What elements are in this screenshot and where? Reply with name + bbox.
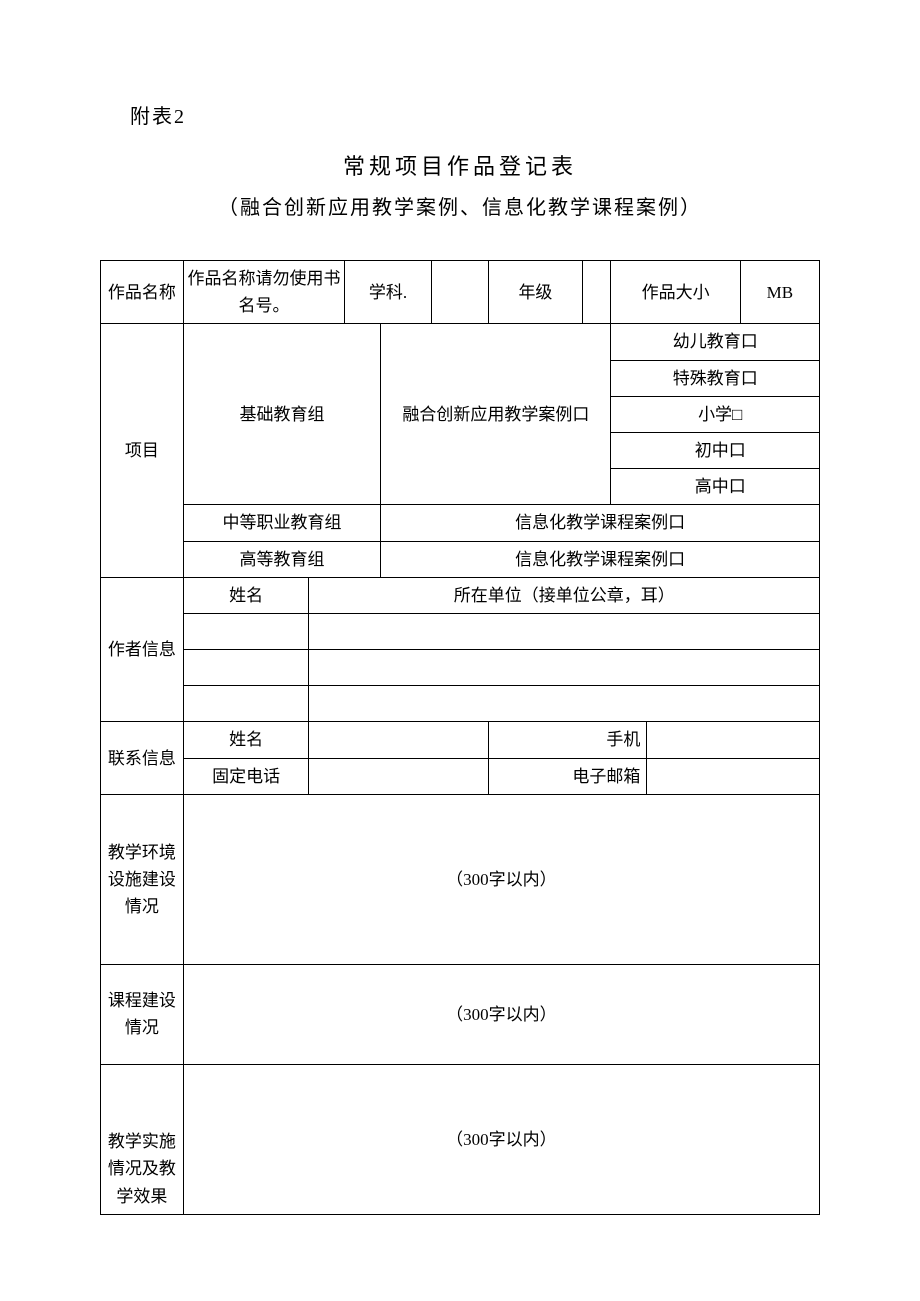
project-opt-primary[interactable]: 小学□ [611,396,820,432]
contact-phone-value[interactable] [309,758,489,794]
project-label: 项目 [101,324,184,577]
author-unit-value-1[interactable] [309,613,820,649]
project-group-basic: 基础教育组 [183,324,381,505]
work-size-unit: MB [740,261,819,324]
author-unit-label: 所在单位（接单位公章，耳） [309,577,820,613]
contact-info-label: 联系信息 [101,722,184,794]
work-name-label: 作品名称 [101,261,184,324]
teaching-env-label: 教学环境设施建设情况 [101,794,184,964]
contact-email-label: 电子邮箱 [489,758,647,794]
author-name-value-2[interactable] [183,650,309,686]
contact-name-label: 姓名 [183,722,309,758]
project-group-vocational: 中等职业教育组 [183,505,381,541]
author-name-label: 姓名 [183,577,309,613]
contact-name-value[interactable] [309,722,489,758]
project-opt-preschool[interactable]: 幼儿教育口 [611,324,820,360]
teaching-env-hint[interactable]: （300字以内） [183,794,819,964]
subject-value[interactable] [431,261,489,324]
project-opt-senior[interactable]: 高中口 [611,469,820,505]
course-build-label: 课程建设情况 [101,964,184,1064]
teaching-impl-hint[interactable]: （300字以内） [183,1064,819,1214]
contact-mobile-value[interactable] [647,722,820,758]
contact-phone-label: 固定电话 [183,758,309,794]
page-subtitle: （融合创新应用教学案例、信息化教学课程案例） [100,191,820,220]
page-title: 常规项目作品登记表 [100,149,820,181]
project-group-higher: 高等教育组 [183,541,381,577]
registration-form-table: 作品名称 作品名称请勿使用书名号。 学科. 年级 作品大小 MB 项目 基础教育… [100,260,820,1215]
contact-email-value[interactable] [647,758,820,794]
attachment-label: 附表2 [130,100,820,129]
course-build-hint[interactable]: （300字以内） [183,964,819,1064]
author-unit-value-3[interactable] [309,686,820,722]
contact-mobile-label: 手机 [489,722,647,758]
work-size-label: 作品大小 [611,261,740,324]
project-opt-junior[interactable]: 初中口 [611,432,820,468]
author-name-value-1[interactable] [183,613,309,649]
subject-label: 学科. [345,261,431,324]
project-vocational-case[interactable]: 信息化教学课程案例口 [381,505,820,541]
project-basic-case[interactable]: 融合创新应用教学案例口 [381,324,611,505]
author-name-value-3[interactable] [183,686,309,722]
author-info-label: 作者信息 [101,577,184,722]
work-name-note: 作品名称请勿使用书名号。 [183,261,345,324]
teaching-impl-label: 教学实施情况及教学效果 [101,1064,184,1214]
project-higher-case[interactable]: 信息化教学课程案例口 [381,541,820,577]
author-unit-value-2[interactable] [309,650,820,686]
project-opt-special[interactable]: 特殊教育口 [611,360,820,396]
grade-label: 年级 [489,261,582,324]
grade-value[interactable] [582,261,611,324]
